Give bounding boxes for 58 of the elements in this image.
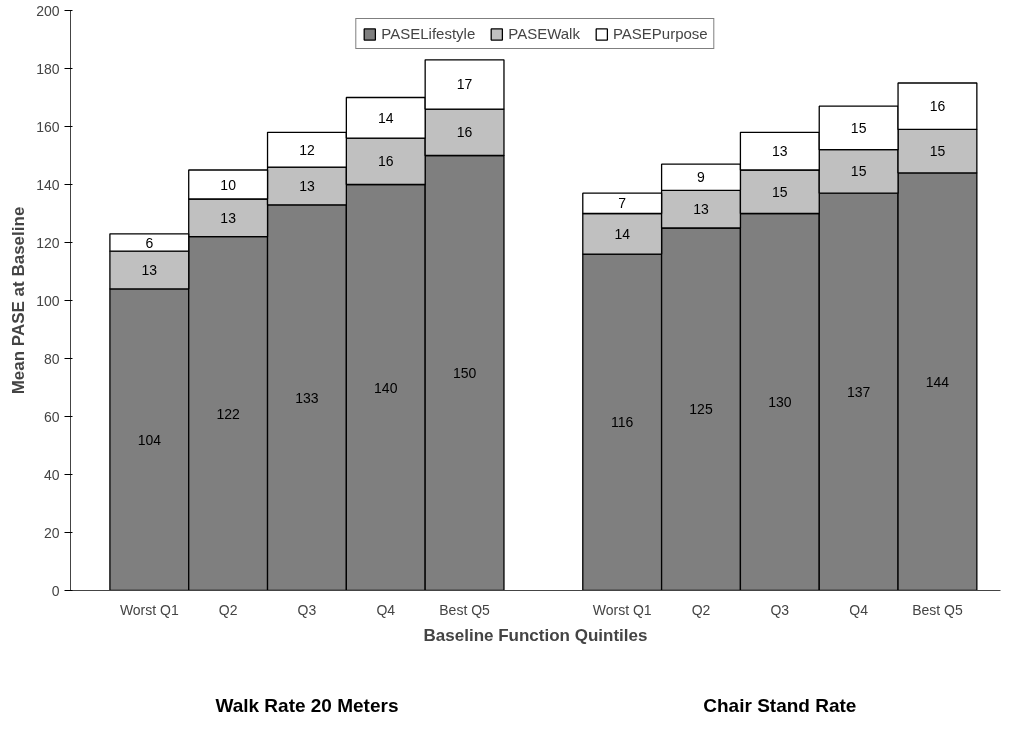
- x-tick-label: Worst Q1: [119, 601, 179, 618]
- data-label: 15: [850, 163, 867, 180]
- data-label: 6: [145, 234, 154, 251]
- y-tick-label: 0: [51, 582, 60, 599]
- y-tick-label: 60: [43, 408, 60, 425]
- data-label: 144: [925, 373, 950, 390]
- data-label: 9: [697, 169, 706, 186]
- x-tick-label: Q3: [770, 601, 790, 618]
- x-tick-label: Q4: [376, 601, 396, 618]
- x-tick-label: Best Q5: [912, 601, 963, 618]
- legend-label: PASELifestyle: [381, 25, 476, 42]
- data-label: 133: [295, 389, 319, 406]
- y-tick-label: 180: [36, 60, 60, 77]
- data-label: 12: [299, 141, 315, 158]
- data-label: 13: [141, 262, 158, 279]
- x-tick-label: Q4: [849, 601, 869, 618]
- y-axis-title: Mean PASE at Baseline: [9, 206, 29, 395]
- y-tick-label: 120: [36, 234, 60, 251]
- data-label: 140: [374, 379, 398, 396]
- data-label: 116: [611, 414, 634, 431]
- data-label: 14: [377, 109, 394, 126]
- data-label: 15: [929, 143, 946, 160]
- data-label: 130: [768, 394, 792, 410]
- data-label: 16: [456, 124, 473, 141]
- x-axis-title: Baseline Function Quintiles: [423, 625, 648, 645]
- data-label: 16: [929, 98, 946, 115]
- data-label: 13: [299, 177, 315, 194]
- x-tick-label: Worst Q1: [592, 601, 652, 618]
- text: Walk Rate 20 Meters: [215, 695, 399, 716]
- data-label: 15: [850, 119, 867, 136]
- x-tick-label: Q3: [297, 601, 317, 618]
- data-label: 104: [137, 431, 162, 448]
- data-label: 15: [772, 183, 788, 200]
- y-tick-label: 160: [36, 118, 60, 135]
- x-tick-label: Q2: [691, 601, 711, 618]
- data-label: 17: [456, 76, 473, 93]
- x-tick-label: Q2: [218, 601, 238, 618]
- data-label: 137: [846, 383, 871, 400]
- data-label: 122: [216, 405, 241, 422]
- legend-label: PASEPurpose: [612, 25, 708, 42]
- data-label: 10: [220, 176, 237, 193]
- data-label: 7: [618, 195, 627, 212]
- data-label: 13: [772, 143, 788, 160]
- y-tick-label: 100: [36, 292, 60, 309]
- text: Chair Stand Rate: [703, 695, 857, 716]
- y-tick-label: 40: [43, 466, 60, 483]
- y-tick-label: 20: [43, 524, 60, 541]
- y-tick-label: 80: [43, 350, 60, 367]
- data-label: 13: [693, 201, 710, 218]
- data-label: 16: [377, 153, 394, 170]
- data-label: 14: [614, 225, 631, 242]
- data-label: 125: [689, 401, 713, 418]
- x-tick-label: Best Q5: [439, 601, 491, 618]
- data-label: 13: [220, 209, 237, 226]
- y-tick-label: 140: [36, 176, 60, 193]
- y-tick-label: 200: [36, 2, 60, 19]
- data-label: 150: [452, 365, 477, 381]
- legend-label: PASEWalk: [508, 25, 580, 42]
